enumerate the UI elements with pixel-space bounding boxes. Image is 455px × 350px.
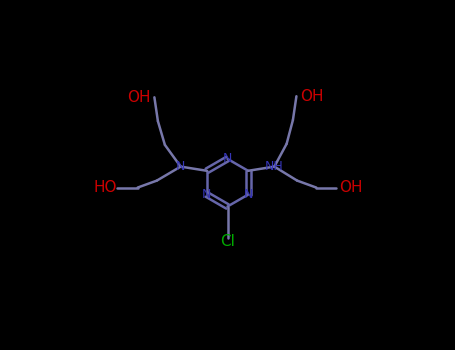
Text: N: N (202, 188, 212, 201)
Text: N: N (176, 160, 185, 173)
Text: OH: OH (339, 180, 363, 195)
Text: N: N (243, 188, 253, 201)
Text: OH: OH (300, 89, 324, 104)
Text: OH: OH (127, 90, 151, 105)
Text: Cl: Cl (220, 234, 235, 249)
Text: HO: HO (94, 180, 117, 195)
Text: NH: NH (265, 160, 284, 173)
Text: N: N (223, 152, 232, 166)
